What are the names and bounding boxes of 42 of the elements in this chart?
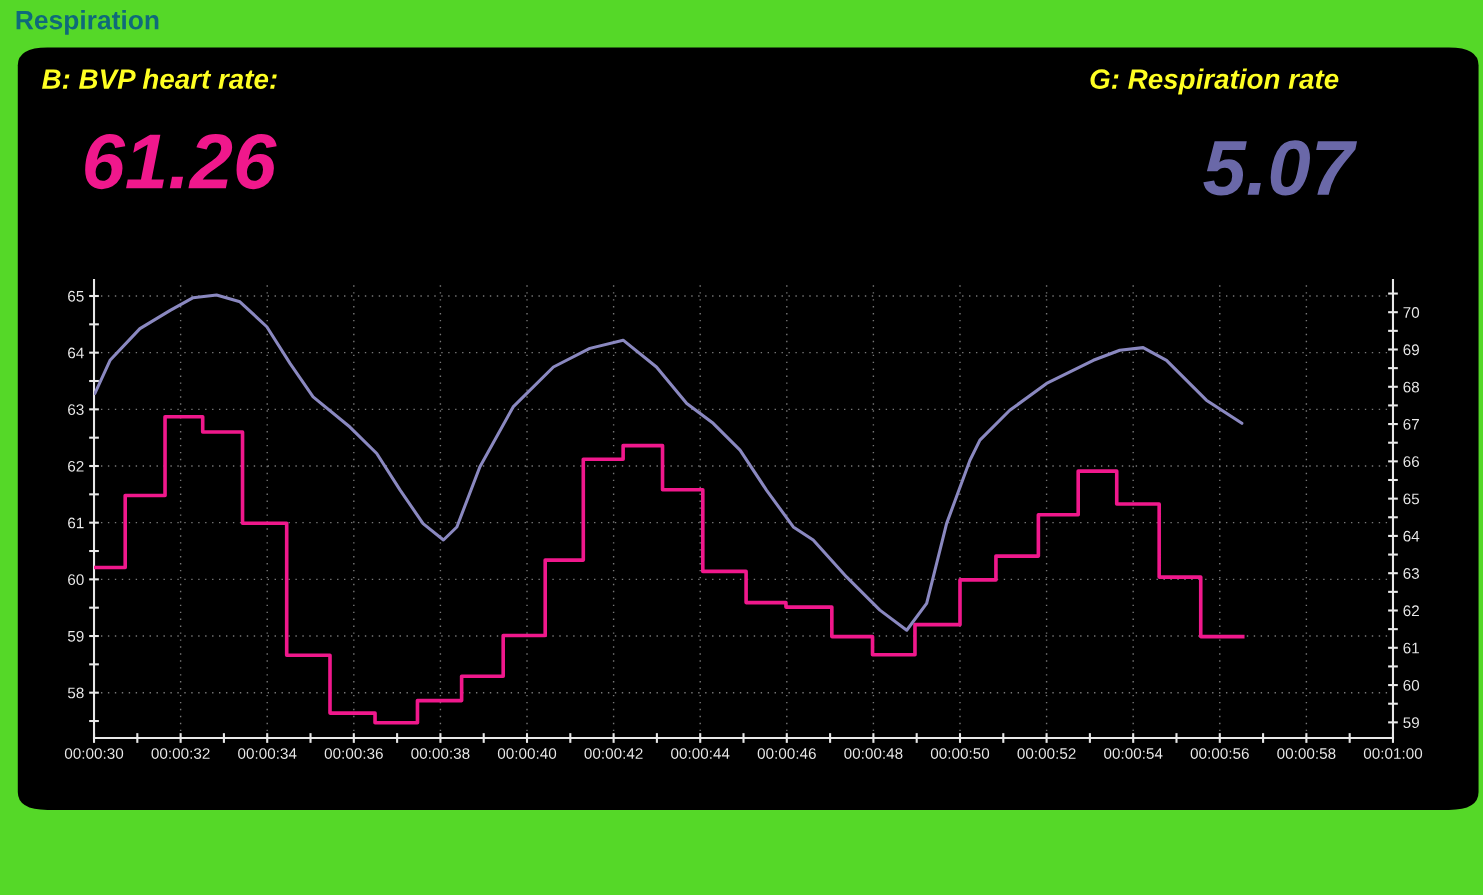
x-tick-label: 00:00:44 — [671, 748, 730, 759]
text: B: BVP heart rate: — [42, 68, 277, 89]
text: 61.26 — [85, 134, 277, 190]
chart-title: Respiration — [16, 10, 159, 35]
y2-tick-label: 63 — [1403, 568, 1420, 579]
x-tick-label: 00:00:30 — [64, 748, 124, 759]
y2-tick-label: 59 — [1403, 717, 1419, 729]
y-tick-label: 62 — [68, 460, 84, 472]
text: 5.07 — [1203, 140, 1358, 196]
y-tick-label: 59 — [67, 630, 84, 642]
line-series — [94, 293, 1244, 632]
x-tick-label: 00:00:32 — [151, 748, 210, 759]
y-tick-label: 65 — [68, 290, 84, 302]
x-tick-label: 00:00:40 — [497, 748, 557, 759]
y2-tick-label: 70 — [1403, 307, 1420, 318]
x-tick-label: 00:00:38 — [411, 748, 470, 759]
y2-tick-label: 64 — [1403, 530, 1420, 542]
y-tick-label: 64 — [68, 347, 84, 359]
x-tick-label: 00:00:46 — [757, 748, 816, 759]
y-tick-label: 58 — [67, 687, 84, 699]
y2-tick-label: 66 — [1403, 456, 1420, 468]
x-tick-label: 00:00:56 — [1190, 748, 1249, 759]
y2-tick-label: 67 — [1403, 418, 1419, 430]
x-tick-label: 00:00:50 — [930, 748, 990, 759]
x-tick-label: 00:00:42 — [584, 748, 643, 759]
x-tick-label: 00:00:34 — [238, 748, 297, 759]
y2-tick-label: 69 — [1403, 344, 1419, 356]
y-tick-label: 63 — [68, 404, 84, 416]
y2-tick-label: 61 — [1403, 642, 1419, 654]
x-tick-label: 00:01:00 — [1363, 748, 1423, 759]
y2-tick-label: 68 — [1403, 381, 1420, 393]
text: G: Respiration rate — [1090, 68, 1339, 95]
x-tick-label: 00:00:52 — [1017, 748, 1076, 759]
y2-tick-label: 60 — [1403, 679, 1420, 691]
y2-tick-label: 65 — [1403, 493, 1420, 505]
y2-tick-label: 62 — [1403, 605, 1419, 617]
y-tick-label: 61 — [68, 517, 84, 529]
x-tick-label: 00:00:36 — [324, 748, 383, 759]
x-tick-label: 00:00:58 — [1277, 748, 1336, 759]
x-tick-label: 00:00:54 — [1104, 748, 1163, 759]
y-tick-label: 60 — [68, 574, 84, 586]
x-tick-label: 00:00:48 — [844, 748, 903, 759]
